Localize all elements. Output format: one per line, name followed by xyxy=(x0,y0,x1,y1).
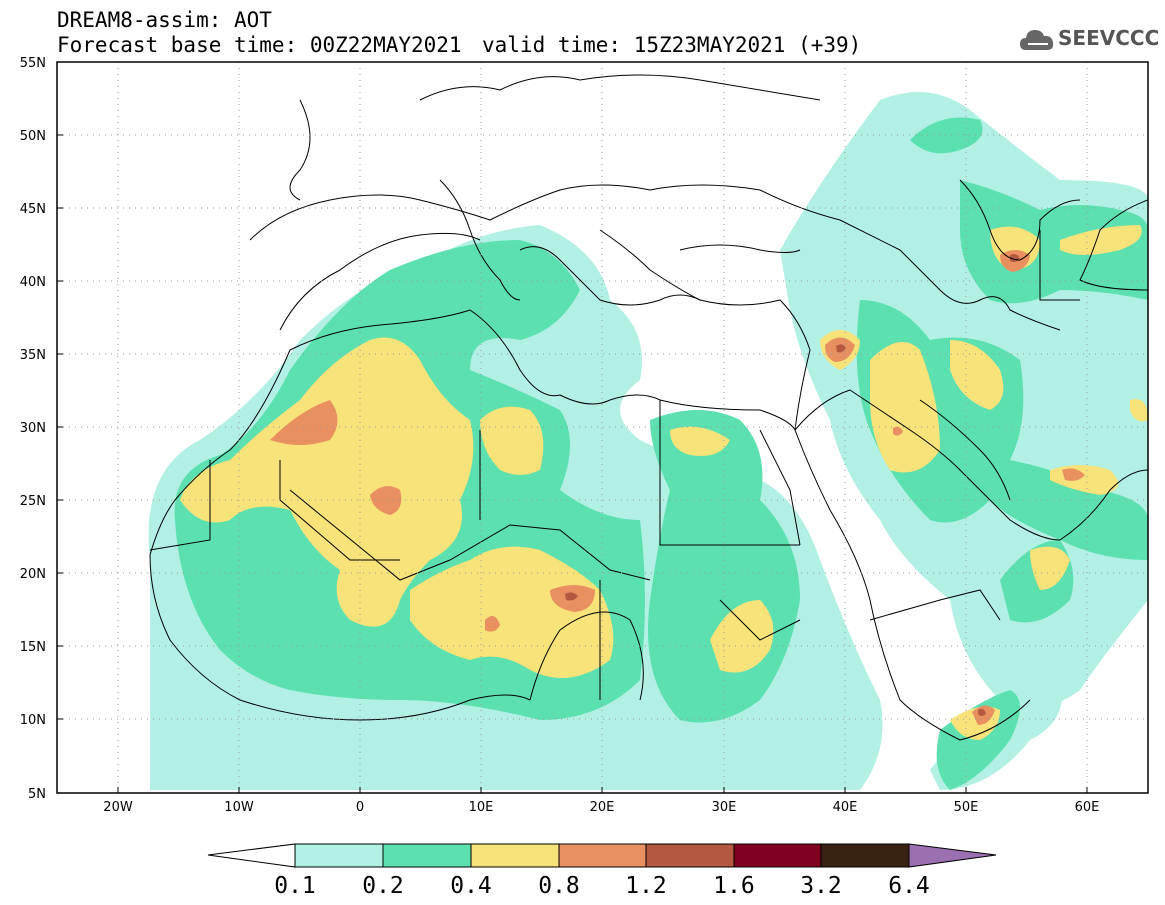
colorbar-label: 6.4 xyxy=(888,873,930,899)
lat-label: 20N xyxy=(20,567,46,582)
aot-level-3 xyxy=(180,225,1148,740)
lat-label: 10N xyxy=(20,713,46,728)
colorbar: 0.1 0.2 0.4 0.8 1.2 1.6 3.2 6.4 xyxy=(207,843,997,899)
lon-label: 0 xyxy=(356,800,364,815)
colorbar-segment xyxy=(733,843,822,868)
lon-label: 60E xyxy=(1075,800,1100,815)
colorbar-label: 0.1 xyxy=(274,873,316,899)
map-title: DREAM8-assim: AOT xyxy=(57,8,272,32)
forecast-base-time: Forecast base time: 00Z22MAY2021 xyxy=(57,33,462,57)
valid-time: valid time: 15Z23MAY2021 (+39) xyxy=(482,33,862,57)
lat-label: 50N xyxy=(20,129,46,144)
colorbar-segment xyxy=(645,843,735,868)
lon-label: 50E xyxy=(954,800,979,815)
lat-label: 15N xyxy=(20,640,46,655)
lat-label: 40N xyxy=(20,275,46,290)
lat-label: 45N xyxy=(20,202,46,217)
cloud-icon xyxy=(1020,30,1054,50)
colorbar-max-arrow xyxy=(908,843,997,868)
colorbar-segment xyxy=(382,843,472,868)
colorbar-label: 3.2 xyxy=(800,873,842,899)
lat-label: 55N xyxy=(20,56,46,71)
lat-label: 25N xyxy=(20,494,46,509)
colorbar-segment xyxy=(820,843,910,868)
colorbar-label: 1.2 xyxy=(625,873,667,899)
colorbar-min-arrow xyxy=(207,843,296,868)
colorbar-label: 0.4 xyxy=(450,873,492,899)
lat-label: 35N xyxy=(20,348,46,363)
colorbar-label: 1.6 xyxy=(713,873,755,899)
aot-contours xyxy=(148,92,1148,790)
lat-label: 30N xyxy=(20,421,46,436)
lon-label: 40E xyxy=(833,800,858,815)
logo-text: SEEVCCC xyxy=(1058,26,1160,50)
lon-label: 20E xyxy=(590,800,615,815)
lat-labels: 55N 50N 45N 40N 35N 30N 25N 20N 15N 10N … xyxy=(20,56,46,802)
colorbar-segment xyxy=(294,843,384,868)
lon-label: 20W xyxy=(103,800,133,815)
axis-ticks xyxy=(57,134,1088,793)
lon-label: 30E xyxy=(712,800,737,815)
coastlines xyxy=(149,74,1148,741)
colorbar-label: 0.2 xyxy=(362,873,404,899)
lon-label: 10E xyxy=(469,800,494,815)
lon-labels: 20W 10W 0 10E 20E 30E 40E 50E 60E xyxy=(103,800,1099,815)
colorbar-segment xyxy=(470,843,560,868)
colorbar-segment xyxy=(558,843,647,868)
colorbar-label: 0.8 xyxy=(538,873,580,899)
lon-label: 10W xyxy=(224,800,254,815)
aot-level-5 xyxy=(565,254,1020,716)
lat-label: 5N xyxy=(28,787,46,802)
